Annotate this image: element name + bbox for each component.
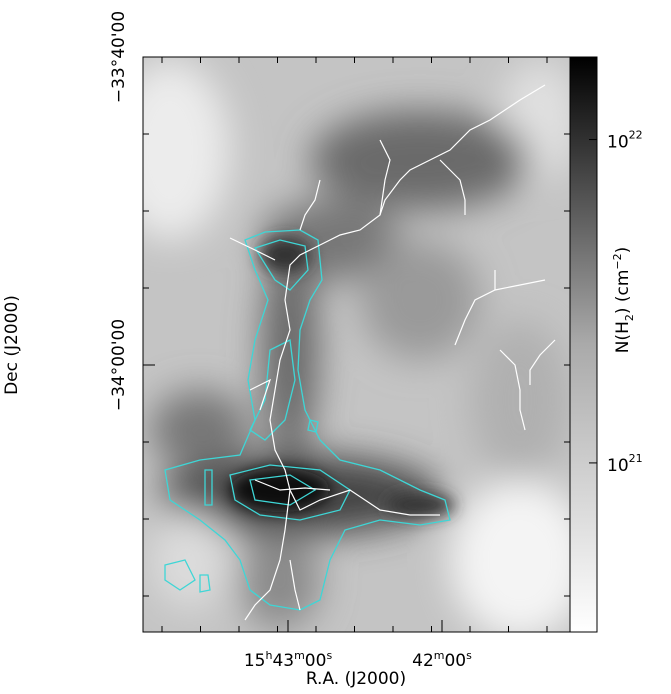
tick-part: 15 xyxy=(244,651,266,671)
tick-part: 43 xyxy=(272,651,294,671)
x-tick-label: 42m00s xyxy=(412,649,472,671)
tick-exp: 21 xyxy=(629,452,643,465)
x-axis-label: R.A. (J2000) xyxy=(306,669,406,689)
label-part: ) (cm xyxy=(613,270,633,315)
y-tick-label: −33°40'00 xyxy=(109,11,129,103)
tick-sup: m xyxy=(434,649,445,662)
label-sub: 2 xyxy=(623,314,636,321)
colorbar-tick-label: 1022 xyxy=(607,129,643,153)
tick-sup: m xyxy=(294,649,305,662)
tick-sup: s xyxy=(466,649,472,662)
x-tick-label: 15h43m00s xyxy=(244,649,333,671)
label-part: N(H xyxy=(613,321,633,353)
tick-sup: h xyxy=(265,649,272,662)
tick-exp: 22 xyxy=(629,129,643,142)
tick-base: 10 xyxy=(607,133,629,153)
tick-part: 00 xyxy=(444,651,466,671)
colorbar-tick-label: 1021 xyxy=(607,452,643,476)
tick-part: 00 xyxy=(305,651,327,671)
density-map xyxy=(143,57,570,632)
tick-part: 42 xyxy=(412,651,434,671)
label-part: ) xyxy=(613,247,633,254)
filaments xyxy=(229,84,556,621)
colorbar xyxy=(569,56,598,633)
y-axis-label: Dec (J2000) xyxy=(2,295,22,395)
tick-base: 10 xyxy=(607,456,629,476)
tick-sup: s xyxy=(326,649,332,662)
colorbar-label: N(H2) (cm−2) xyxy=(611,247,636,354)
contours xyxy=(164,229,451,611)
y-tick-label: −34°00'00 xyxy=(109,319,129,411)
label-sup: −2 xyxy=(611,253,624,269)
